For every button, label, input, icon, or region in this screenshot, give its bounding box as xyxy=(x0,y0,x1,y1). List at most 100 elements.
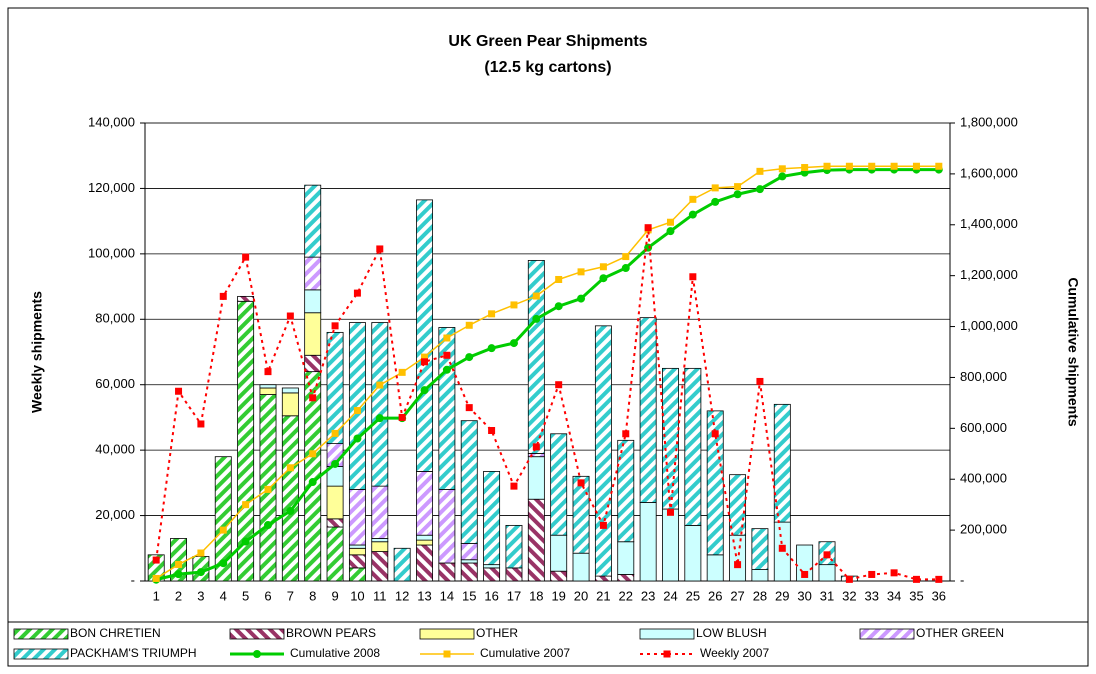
bar-segment xyxy=(416,534,433,541)
bar-segment xyxy=(684,524,702,582)
bar-segment xyxy=(416,199,433,472)
x-tick-label: 6 xyxy=(264,588,271,603)
y-axis-label: Weekly shipments xyxy=(29,291,45,413)
x-tick-label: 1 xyxy=(153,588,160,603)
line-marker xyxy=(845,575,853,583)
bar-segment xyxy=(371,541,389,552)
legend-marker xyxy=(663,650,671,658)
bar-segment xyxy=(527,498,545,582)
line-marker xyxy=(509,339,518,348)
bar-segment xyxy=(527,456,545,500)
y2-tick-label: 1,600,000 xyxy=(960,165,1018,180)
line-marker xyxy=(532,314,541,323)
legend-label: Weekly 2007 xyxy=(700,646,769,660)
line-marker xyxy=(935,162,943,170)
x-tick-label: 34 xyxy=(887,588,901,603)
line-marker xyxy=(286,507,295,516)
bar-segment xyxy=(214,456,232,582)
legend-swatch xyxy=(639,628,695,640)
bar-segment xyxy=(706,554,724,582)
line-marker xyxy=(331,322,339,330)
x-tick-label: 29 xyxy=(775,588,789,603)
line-marker xyxy=(554,302,563,311)
line-marker xyxy=(733,190,742,199)
line-marker xyxy=(801,570,809,578)
line-marker xyxy=(912,162,920,170)
bar-segment xyxy=(348,322,366,490)
line-series xyxy=(155,227,939,581)
x-tick-label: 14 xyxy=(440,588,454,603)
line-marker xyxy=(622,430,630,438)
bar-segment xyxy=(662,367,679,510)
line-marker xyxy=(734,561,742,569)
x-tick-label: 22 xyxy=(619,588,633,603)
x-tick-label: 18 xyxy=(529,588,543,603)
line-marker xyxy=(666,508,674,516)
bar-segment xyxy=(483,471,501,566)
x-tick-label: 10 xyxy=(350,588,364,603)
bar-segment xyxy=(416,539,433,546)
line-marker xyxy=(868,162,876,170)
bar-segment xyxy=(572,475,590,554)
bar-segment xyxy=(281,392,299,417)
y-tick-label: 80,000 xyxy=(95,311,135,326)
y-tick-label: 40,000 xyxy=(95,442,135,457)
bar-segment xyxy=(438,327,456,490)
chart-subtitle: (12.5 kg cartons) xyxy=(484,59,611,76)
line-marker xyxy=(375,414,384,423)
line-marker xyxy=(755,185,764,194)
y-tick-label: 20,000 xyxy=(95,507,135,522)
line-marker xyxy=(175,560,183,568)
line-marker xyxy=(263,521,272,530)
y2-tick-label: 1,400,000 xyxy=(960,216,1018,231)
legend-marker xyxy=(443,650,451,658)
x-tick-label: 20 xyxy=(574,588,588,603)
line-marker xyxy=(711,430,719,438)
x-tick-label: 2 xyxy=(175,588,182,603)
x-tick-label: 8 xyxy=(309,588,316,603)
line-marker xyxy=(376,381,384,389)
line-marker xyxy=(823,162,831,170)
y2-tick-label: 1,800,000 xyxy=(960,114,1018,129)
line-marker xyxy=(621,264,630,273)
y-tick-label: 60,000 xyxy=(95,376,135,391)
bar-segment xyxy=(326,331,344,444)
line-marker xyxy=(309,394,317,402)
bar-segment xyxy=(259,384,277,389)
line-series xyxy=(155,165,939,580)
line-marker xyxy=(935,575,943,583)
bar-segment xyxy=(304,256,322,291)
x-tick-label: 32 xyxy=(842,588,856,603)
line-marker xyxy=(688,210,697,219)
bar-segment xyxy=(818,564,836,582)
bar-segment xyxy=(594,575,612,582)
y2-tick-label: 200,000 xyxy=(960,522,1007,537)
x-tick-label: 21 xyxy=(596,588,610,603)
x-tick-label: 31 xyxy=(820,588,834,603)
line-marker xyxy=(331,429,339,437)
x-tick-label: 15 xyxy=(462,588,476,603)
line-marker xyxy=(309,450,317,458)
line-marker xyxy=(264,368,272,376)
bar-segment xyxy=(483,564,501,569)
line-marker xyxy=(331,459,340,468)
bar-segment xyxy=(617,439,635,543)
line-marker xyxy=(465,404,473,412)
line-marker xyxy=(801,164,809,172)
x-tick-label: 33 xyxy=(865,588,879,603)
y-tick-label: 100,000 xyxy=(88,245,135,260)
bar-segment xyxy=(348,488,366,546)
line-marker xyxy=(219,526,227,534)
line-marker xyxy=(532,443,540,451)
bar-segment xyxy=(751,528,769,570)
bar-segment xyxy=(594,325,612,577)
line-marker xyxy=(353,289,361,297)
line-marker xyxy=(711,197,720,206)
y2-axis-label: Cumulative shipments xyxy=(1065,277,1081,427)
x-tick-label: 17 xyxy=(507,588,521,603)
y-tick-label: 120,000 xyxy=(88,180,135,195)
bar-segment xyxy=(460,542,478,561)
bar-segment xyxy=(639,317,657,503)
bar-segment xyxy=(371,551,389,582)
